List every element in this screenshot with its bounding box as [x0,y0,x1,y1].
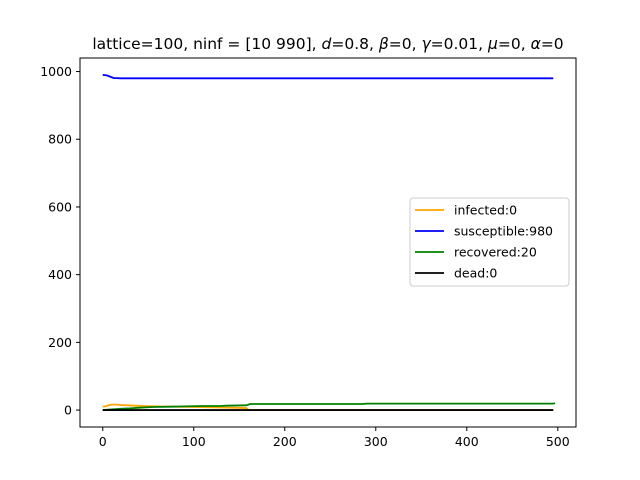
series-line-susceptible [102,74,554,80]
legend-label: recovered:20 [454,245,537,260]
legend-label: dead:0 [454,266,497,281]
series-line-recovered [102,402,556,411]
chart-title-part: α [531,35,541,53]
chart-title-part: =0, [389,35,422,53]
chart-title-part: γ [421,35,431,53]
legend: infected:0 susceptible:980 recovered:20 dea… [409,197,570,287]
y-tick-label: 200 [48,335,72,350]
legend-box [409,197,570,287]
axes-frame [79,57,577,428]
x-tick-label: 100 [182,434,206,449]
y-tick-label: 400 [48,267,72,282]
series-line-infected [102,403,554,411]
y-tick-label: 1000 [40,64,72,79]
x-tick-label: 500 [546,434,570,449]
y-tick-label: 600 [48,199,72,214]
y-tick-label: 800 [48,132,72,147]
x-tick-label: 400 [455,434,479,449]
chart-title-part: =0.8, [331,35,379,53]
plot-area [102,74,556,411]
chart-title-part: =0.01, [431,35,488,53]
chart-title-part: β [378,35,389,53]
y-axis: 0 200 400 600 800 1000 [40,64,80,418]
chart-title-part: μ [487,35,498,53]
chart-title-part: lattice=100, ninf = [10 990], [92,35,321,53]
y-tick-label: 0 [64,403,72,418]
x-tick-label: 300 [364,434,388,449]
chart-title-part: d [322,35,332,53]
chart-title-part: =0, [498,35,531,53]
x-tick-label: 200 [273,434,297,449]
x-axis: 0 100 200 300 400 500 [99,427,570,449]
x-tick-label: 0 [99,434,107,449]
chart-title-part: =0 [541,35,564,53]
legend-label: infected:0 [454,203,517,218]
chart-title: lattice=100, ninf = [10 990], d=0.8, β=0… [92,35,563,53]
legend-label: susceptible:980 [454,224,553,239]
